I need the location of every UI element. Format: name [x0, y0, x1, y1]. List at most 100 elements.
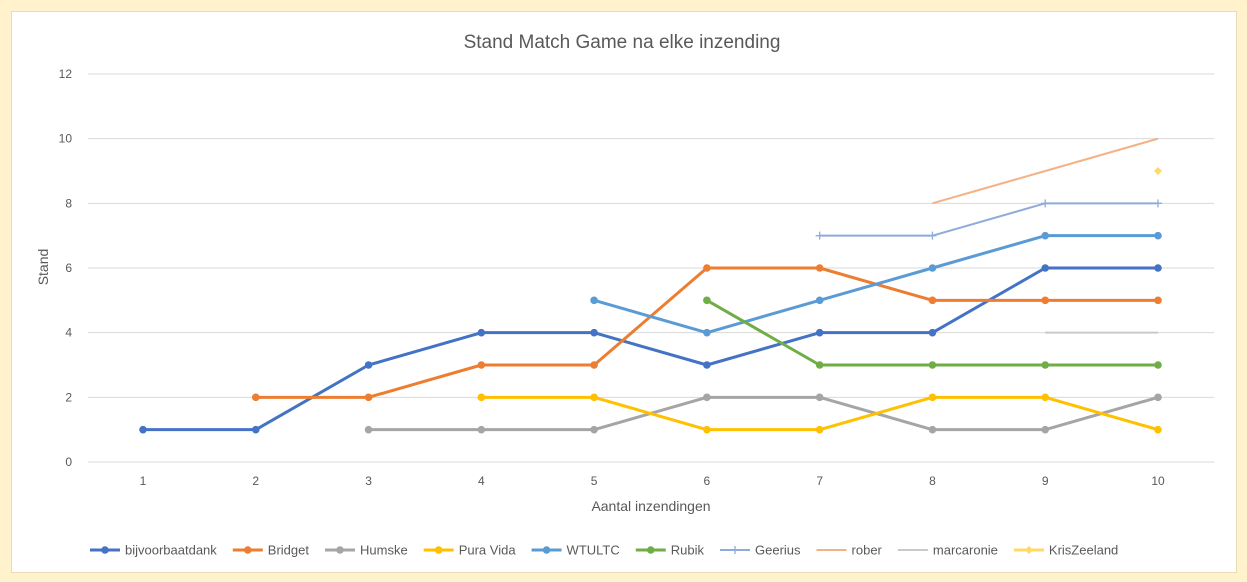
- data-point: [139, 425, 147, 434]
- legend-marker: [101, 546, 109, 554]
- data-point: [703, 328, 711, 337]
- data-point: [928, 296, 937, 305]
- data-point: [1154, 296, 1162, 305]
- x-tick-label: 4: [478, 474, 485, 488]
- legend-item: Humske: [325, 543, 408, 558]
- data-point: [1154, 425, 1162, 434]
- series-rober: [932, 137, 1159, 205]
- y-axis-label: Stand: [35, 249, 51, 286]
- data-point: [590, 425, 598, 434]
- chart-container: Stand Match Game na elke inzending 0 2 4 6 8…: [11, 11, 1237, 573]
- data-point: [1041, 199, 1050, 208]
- data-point: [251, 393, 260, 402]
- y-tick-label: 2: [65, 390, 72, 404]
- data-point: [703, 425, 711, 434]
- data-point: [590, 361, 598, 369]
- data-point: [815, 361, 824, 369]
- y-tick-label: 4: [65, 326, 72, 340]
- series-humske: [364, 393, 1162, 434]
- data-point: [1041, 231, 1050, 240]
- legend-item: bijvoorbaatdank: [90, 543, 217, 558]
- legend-item: KrisZeeland: [1013, 543, 1118, 558]
- data-point: [928, 361, 937, 369]
- y-tick-label: 8: [65, 196, 72, 210]
- y-axis-ticks: 0 2 4 6 8 10 12: [59, 67, 73, 469]
- series-pura-vida: [477, 393, 1162, 434]
- data-point: [815, 393, 824, 402]
- legend-item: rober: [816, 543, 883, 558]
- legend: bijvoorbaatdank Bridget Humske Pura Vida WTU…: [90, 543, 1118, 558]
- series-line: [143, 266, 1158, 432]
- data-point: [815, 328, 824, 337]
- legend-marker: [434, 546, 443, 554]
- series-geerius: [815, 199, 1162, 240]
- legend-label: WTULTC: [567, 543, 620, 558]
- x-tick-label: 5: [591, 474, 598, 488]
- legend-label: marcaronie: [933, 543, 998, 558]
- y-tick-label: 12: [59, 67, 73, 81]
- y-tick-label: 6: [65, 261, 72, 275]
- legend-item: marcaronie: [897, 543, 998, 558]
- legend-label: Rubik: [671, 543, 705, 558]
- series-line: [481, 395, 1159, 432]
- data-point: [815, 425, 824, 434]
- legend-item: WTULTC: [531, 543, 620, 558]
- series-bridget: [251, 264, 1162, 402]
- data-point: [364, 425, 373, 434]
- series-line: [932, 137, 1159, 205]
- legend-label: Pura Vida: [459, 543, 517, 558]
- data-point: [703, 393, 711, 402]
- data-point: [477, 393, 486, 402]
- line-chart: Stand Match Game na elke inzending 0 2 4 6 8…: [35, 32, 1214, 558]
- data-point: [1041, 361, 1050, 369]
- legend-item: Geerius: [720, 543, 801, 558]
- data-point: [477, 425, 486, 434]
- y-tick-label: 10: [59, 132, 73, 146]
- legend-item: Rubik: [635, 543, 705, 558]
- x-tick-label: 8: [929, 474, 936, 488]
- data-point: [364, 393, 373, 402]
- series-line: [819, 202, 1158, 237]
- series-wtultc: [590, 231, 1162, 337]
- legend-label: bijvoorbaatdank: [125, 543, 217, 558]
- legend-label: Humske: [360, 543, 408, 558]
- series-rubik: [703, 296, 1162, 369]
- legend-label: KrisZeeland: [1049, 543, 1118, 558]
- data-point: [1154, 167, 1162, 175]
- legend-marker: [542, 546, 551, 554]
- data-point: [928, 425, 937, 434]
- data-point: [1041, 393, 1050, 402]
- legend-marker: [336, 546, 344, 554]
- data-point: [1154, 199, 1162, 208]
- data-point: [1154, 264, 1162, 272]
- data-point: [928, 393, 937, 402]
- data-point: [1041, 264, 1050, 272]
- data-point: [928, 264, 937, 272]
- data-point: [477, 361, 486, 369]
- legend-item: Bridget: [232, 543, 309, 558]
- data-point: [815, 264, 824, 272]
- data-point: [703, 361, 711, 369]
- x-tick-label: 7: [816, 474, 823, 488]
- data-point: [815, 296, 824, 305]
- data-point: [1154, 231, 1162, 240]
- data-point: [590, 393, 598, 402]
- data-point: [703, 264, 711, 272]
- legend-label: Geerius: [755, 543, 801, 558]
- data-point: [1154, 361, 1162, 369]
- series-line: [593, 234, 1158, 335]
- data-point: [590, 328, 598, 337]
- x-tick-label: 10: [1151, 474, 1165, 488]
- series-line: [368, 395, 1159, 432]
- series-bijvoorbaatdank: [139, 264, 1162, 434]
- data-point: [251, 425, 260, 434]
- data-point: [928, 328, 937, 337]
- legend-marker: [1024, 546, 1033, 554]
- data-point: [477, 328, 486, 337]
- series-kriszeeland: [1154, 167, 1162, 175]
- y-tick-label: 0: [65, 455, 72, 469]
- data-point: [1041, 425, 1050, 434]
- legend-marker: [243, 546, 252, 554]
- x-axis-label: Aantal inzendingen: [591, 498, 710, 514]
- data-point: [703, 296, 711, 305]
